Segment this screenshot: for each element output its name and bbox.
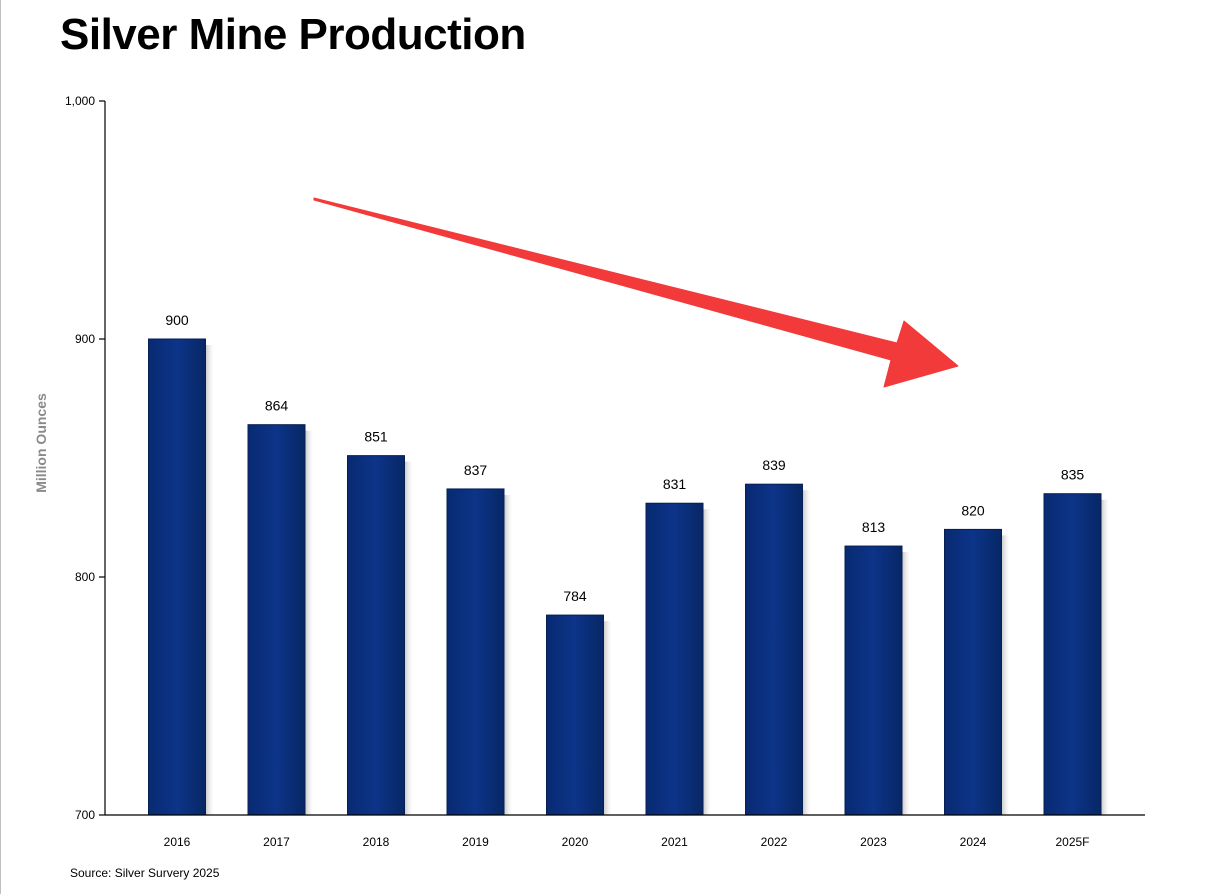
bar-shadows bbox=[205, 345, 1109, 815]
page-border bbox=[0, 0, 1, 894]
bar-2016 bbox=[148, 338, 206, 816]
bar-2025F bbox=[1043, 493, 1102, 816]
bar-2024 bbox=[944, 528, 1002, 816]
x-tick-label-2024: 2024 bbox=[960, 835, 987, 849]
bar-2020 bbox=[546, 614, 604, 816]
bar-2021 bbox=[645, 502, 704, 816]
y-tick-label-1000: 1,000 bbox=[65, 94, 95, 108]
data-label-2018: 851 bbox=[364, 429, 388, 445]
bar-shadow bbox=[1101, 499, 1109, 815]
trend-annotation bbox=[313, 197, 959, 388]
data-label-2025F: 835 bbox=[1061, 467, 1085, 483]
x-tick-label-2022: 2022 bbox=[761, 835, 788, 849]
x-tick-label-2016: 2016 bbox=[164, 835, 191, 849]
data-label-2019: 837 bbox=[464, 462, 488, 478]
axes: 2016 2017 2018 2019 2020 2021 2022 2023 2024 2025… bbox=[65, 94, 1145, 849]
data-labels: 900 864 851 837 784 831 839 813 820 835 bbox=[165, 312, 1084, 604]
data-label-2024: 820 bbox=[961, 502, 985, 518]
y-tick-label-900: 900 bbox=[75, 332, 95, 346]
bar-shadow bbox=[603, 621, 612, 815]
data-label-2016: 900 bbox=[165, 312, 189, 328]
x-tick-label-2017: 2017 bbox=[263, 835, 290, 849]
chart-source: Source: Silver Survery 2025 bbox=[70, 866, 220, 880]
chart-title: Silver Mine Production bbox=[60, 10, 526, 59]
data-label-2023: 813 bbox=[862, 519, 886, 535]
y-tick-label-700: 700 bbox=[75, 808, 95, 822]
x-tick-label-2023: 2023 bbox=[860, 835, 887, 849]
bar-shadow bbox=[802, 490, 811, 815]
x-tick-label-2021: 2021 bbox=[661, 835, 688, 849]
data-label-2021: 831 bbox=[663, 476, 687, 492]
x-tick-label-2018: 2018 bbox=[363, 835, 390, 849]
bar-shadow bbox=[404, 461, 413, 815]
bar-shadow bbox=[205, 345, 214, 815]
bar-2023 bbox=[844, 545, 903, 816]
bar-2017 bbox=[247, 424, 306, 816]
x-tick-label-2020: 2020 bbox=[562, 835, 589, 849]
data-label-2017: 864 bbox=[265, 398, 289, 414]
trend-arrow bbox=[313, 197, 959, 388]
bar-2018 bbox=[347, 455, 405, 816]
bar-shadow bbox=[305, 430, 313, 815]
x-tick-label-2025F: 2025F bbox=[1055, 835, 1089, 849]
bar-shadow bbox=[1001, 535, 1010, 815]
bars bbox=[148, 338, 1102, 816]
y-tick-label-800: 800 bbox=[75, 570, 95, 584]
bar-shadow bbox=[902, 552, 910, 815]
data-label-2022: 839 bbox=[762, 457, 786, 473]
x-tick-label-2019: 2019 bbox=[462, 835, 489, 849]
bar-shadow bbox=[504, 494, 512, 815]
bar-shadow bbox=[703, 509, 711, 815]
bar-2019 bbox=[446, 488, 505, 816]
data-label-2020: 784 bbox=[563, 588, 587, 604]
bar-2022 bbox=[745, 483, 803, 816]
